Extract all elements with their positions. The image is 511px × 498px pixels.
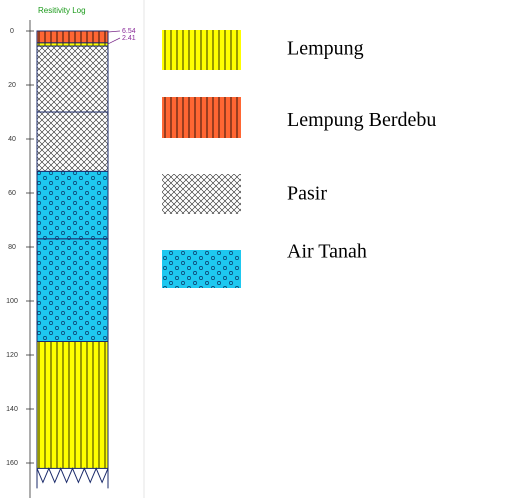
- depth-tick-label: 60: [8, 190, 16, 197]
- depth-tick-label: 0: [10, 28, 14, 35]
- legend-swatch: [162, 97, 241, 138]
- resistivity-label: 2.41: [122, 35, 136, 42]
- legend-label: Air Tanah: [287, 241, 367, 263]
- depth-tick-label: 100: [6, 298, 18, 305]
- lithology-layer: [37, 239, 108, 342]
- depth-tick-label: 80: [8, 244, 16, 251]
- legend-label: Pasir: [287, 183, 327, 205]
- legend-label: Lempung: [287, 38, 364, 60]
- depth-tick-label: 140: [6, 406, 18, 413]
- depth-tick-label: 160: [6, 460, 18, 467]
- lithology-layer: [37, 46, 108, 112]
- lithology-layer: [37, 342, 108, 469]
- legend-swatch: [162, 30, 241, 70]
- legend-label: Lempung Berdebu: [287, 109, 436, 131]
- lithology-layer: [37, 171, 108, 239]
- legend-swatch: [162, 250, 241, 288]
- depth-tick-label: 20: [8, 82, 16, 89]
- depth-tick-label: 120: [6, 352, 18, 359]
- depth-tick-label: 40: [8, 136, 16, 143]
- lithology-layer: [37, 112, 108, 171]
- lithology-layer: [37, 31, 108, 43]
- resistivity-label: 6.54: [122, 28, 136, 35]
- log-title: Resitivity Log: [38, 6, 86, 15]
- legend-swatch: [162, 174, 241, 214]
- resistivity-log-diagram: Resitivity Log 0 20 40 60 80 100 120 140 160 6.54…: [0, 0, 511, 498]
